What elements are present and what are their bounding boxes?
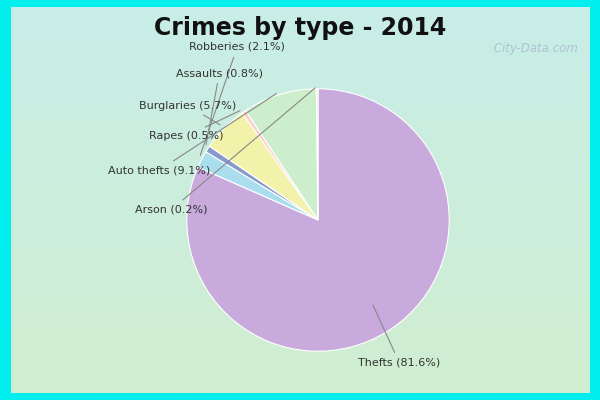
Wedge shape (316, 89, 318, 220)
Wedge shape (242, 110, 318, 220)
Text: Assaults (0.8%): Assaults (0.8%) (176, 68, 263, 145)
Text: Crimes by type - 2014: Crimes by type - 2014 (154, 16, 446, 40)
Text: Thefts (81.6%): Thefts (81.6%) (358, 305, 440, 368)
Text: Arson (0.2%): Arson (0.2%) (135, 88, 315, 214)
Wedge shape (198, 152, 318, 220)
Text: Auto thefts (9.1%): Auto thefts (9.1%) (108, 94, 277, 175)
Text: Robberies (2.1%): Robberies (2.1%) (190, 42, 285, 156)
Wedge shape (187, 89, 449, 351)
Text: Rapes (0.5%): Rapes (0.5%) (149, 111, 240, 141)
Text: City-Data.com: City-Data.com (490, 42, 578, 55)
Wedge shape (245, 89, 318, 220)
Wedge shape (209, 113, 318, 220)
Wedge shape (206, 146, 318, 220)
Text: Burglaries (5.7%): Burglaries (5.7%) (139, 101, 236, 125)
